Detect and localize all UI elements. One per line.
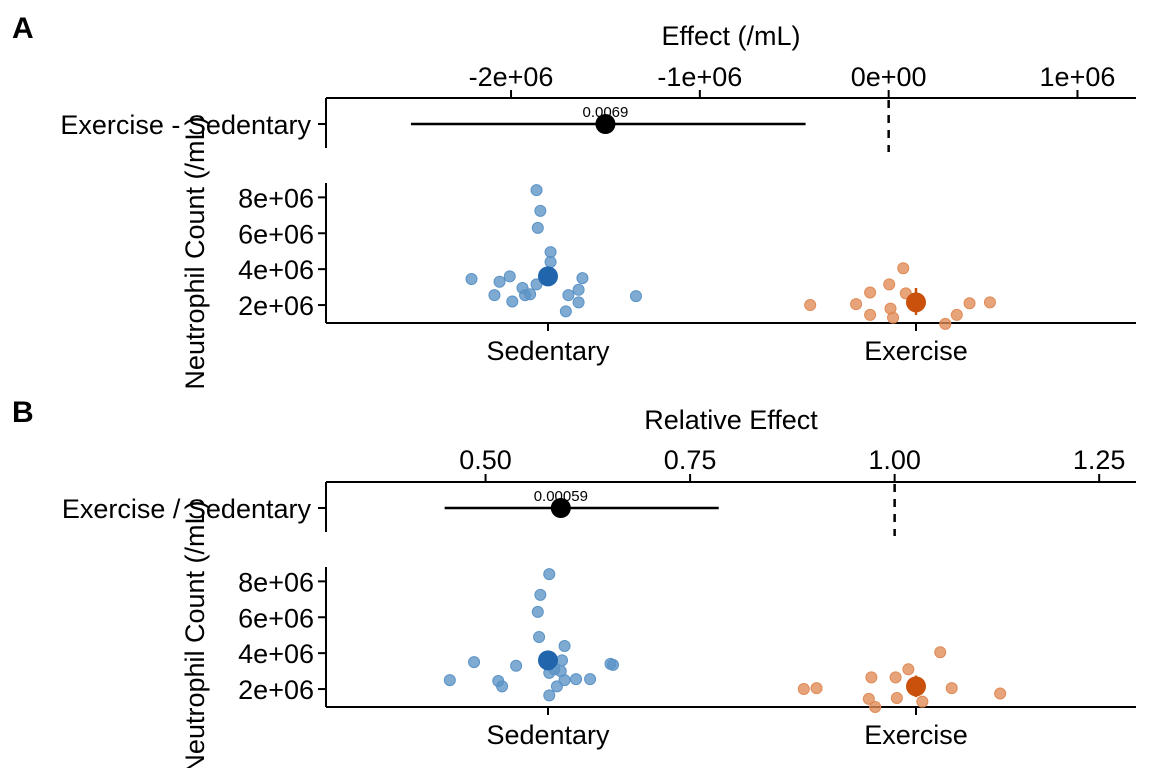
panel-a: A Effect (/mL) -2e+06 -1e+06 0e+00 1e+06 Exerc… [12, 12, 1136, 390]
effect-tick-label: 1e+06 [1040, 62, 1116, 92]
y-tick-label: 4e+06 [238, 255, 314, 285]
exercise-mean [906, 676, 926, 697]
effect-tick-label: 1.25 [1073, 445, 1126, 475]
effect-axis-title: Relative Effect [644, 405, 818, 435]
sedentary-point [544, 246, 557, 259]
exercise-point [934, 646, 947, 659]
category-label: Sedentary [486, 720, 610, 750]
category-label: Exercise [864, 720, 968, 750]
panel-tag: A [12, 12, 34, 45]
sedentary-point [524, 288, 537, 301]
sedentary-point [558, 674, 571, 687]
y-tick-label: 6e+06 [238, 603, 314, 633]
effect-tick-label: 0.75 [664, 445, 717, 475]
exercise-point [902, 663, 915, 676]
sedentary-point [558, 639, 571, 652]
exercise-point [869, 701, 882, 713]
y-tick-label: 6e+06 [238, 219, 314, 249]
exercise-point [883, 278, 896, 291]
sedentary-point [533, 631, 546, 643]
sedentary-point [443, 674, 456, 687]
effect-axis-title: Effect (/mL) [661, 21, 800, 51]
sedentary-point [550, 680, 563, 693]
sedentary-point [465, 273, 478, 286]
effect-tick-label: 0e+00 [851, 62, 927, 92]
y-tick-label: 8e+06 [238, 567, 314, 597]
effect-estimate [550, 498, 571, 518]
exercise-point [963, 297, 976, 310]
p-value-label: 0.0069 [582, 104, 628, 121]
exercise-point [945, 682, 958, 695]
exercise-point [889, 671, 902, 684]
sedentary-point [506, 295, 519, 308]
sedentary-point [629, 290, 642, 303]
contrast-label: Exercise / Sedentary [62, 494, 312, 524]
contrast-label: Exercise - Sedentary [60, 110, 311, 140]
exercise-point [864, 308, 877, 321]
p-value-label: 0.00059 [534, 488, 588, 505]
sedentary-point [534, 588, 547, 601]
sedentary-point [570, 673, 583, 686]
exercise-point [865, 671, 878, 684]
y-tick-label: 4e+06 [238, 639, 314, 669]
y-tick-label: 8e+06 [238, 183, 314, 213]
panel-b: B Relative Effect 0.50 0.75 1.00 1.25 Exercise… [12, 396, 1136, 768]
exercise-point [939, 317, 952, 330]
exercise-point [994, 687, 1007, 700]
sedentary-point [556, 654, 569, 667]
sedentary-point [531, 605, 544, 618]
y-axis-title: Neutrophil Count (/mL) [180, 500, 210, 768]
sedentary-point [510, 659, 523, 672]
sedentary-point [531, 221, 544, 234]
sedentary-point [493, 275, 506, 288]
sedentary-point [496, 680, 509, 693]
exercise-point [862, 692, 875, 705]
exercise-point [890, 692, 903, 705]
sedentary-point [576, 272, 589, 285]
sedentary-point [607, 658, 620, 671]
sedentary-point [572, 296, 585, 309]
exercise-point [797, 683, 810, 696]
exercise-point [864, 286, 877, 299]
exercise-point [916, 695, 929, 708]
exercise-point [804, 299, 817, 312]
sedentary-point [562, 289, 575, 302]
panel-tag: B [12, 396, 34, 429]
sedentary-point [503, 270, 516, 283]
sedentary-point [584, 673, 597, 686]
y-axis-title: Neutrophil Count (/mL) [180, 116, 210, 389]
exercise-point [897, 262, 910, 275]
sedentary-point [468, 656, 481, 669]
sedentary-point [534, 204, 547, 217]
sedentary-point [543, 689, 556, 702]
effect-tick-label: -1e+06 [657, 62, 742, 92]
exercise-point [810, 682, 823, 695]
exercise-point [887, 311, 900, 324]
effect-tick-label: 1.00 [868, 445, 921, 475]
exercise-point [983, 296, 996, 309]
sedentary-mean [538, 266, 558, 287]
effect-tick-label: 0.50 [459, 445, 512, 475]
category-label: Exercise [864, 336, 968, 366]
sedentary-point [572, 283, 585, 296]
effect-estimate [595, 114, 616, 134]
exercise-point [850, 298, 863, 311]
category-label: Sedentary [486, 336, 610, 366]
effect-tick-label: -2e+06 [469, 62, 554, 92]
sedentary-point [543, 568, 556, 581]
exercise-mean [906, 292, 926, 313]
y-tick-label: 2e+06 [238, 675, 314, 705]
y-tick-label: 2e+06 [238, 291, 314, 321]
sedentary-point [544, 255, 557, 268]
sedentary-mean [538, 650, 558, 671]
sedentary-point [530, 184, 543, 197]
sedentary-point [530, 278, 543, 291]
exercise-point [950, 308, 963, 321]
sedentary-point [559, 305, 572, 318]
sedentary-point [488, 289, 501, 302]
